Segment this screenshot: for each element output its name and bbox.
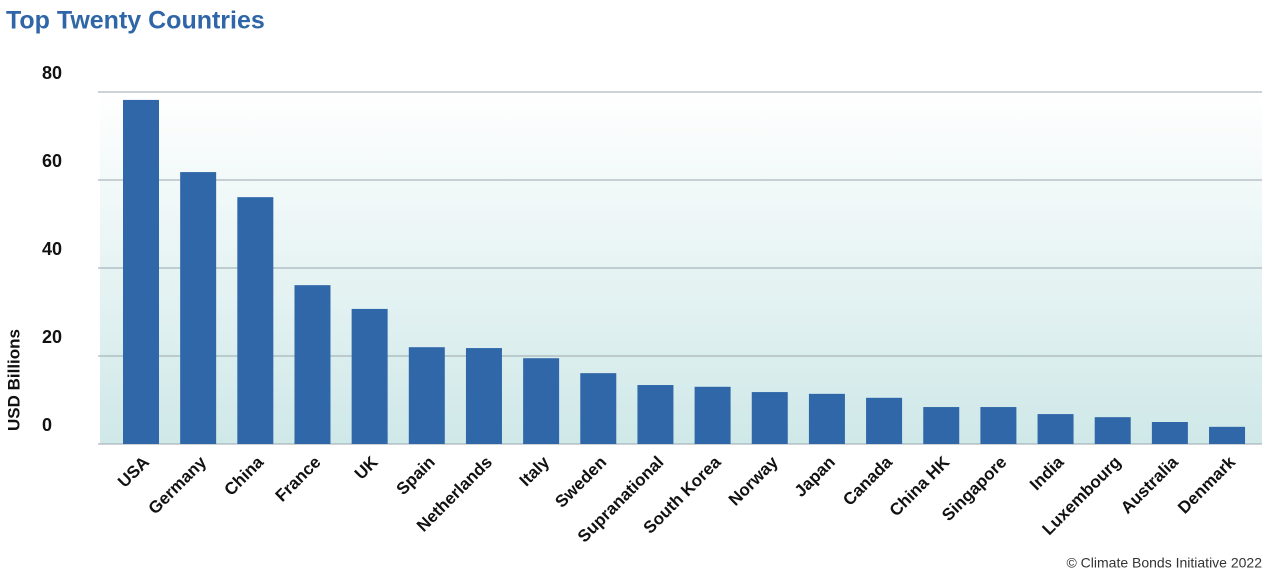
bar <box>1209 426 1246 444</box>
x-tick-label: Denmark <box>1174 452 1239 517</box>
x-tick-label: UK <box>351 452 382 483</box>
x-tick-label: India <box>1026 452 1068 494</box>
y-tick-label: 60 <box>42 151 62 171</box>
x-tick-label: Germany <box>145 452 211 518</box>
x-tick-label: Japan <box>791 453 839 501</box>
x-tick-label: Spain <box>393 453 439 499</box>
source-note: © Climate Bonds Initiative 2022 <box>1066 555 1262 571</box>
x-tick-label: Sweden <box>551 453 610 512</box>
x-tick-label: Italy <box>516 452 554 490</box>
bar <box>465 348 502 444</box>
chart-title: Top Twenty Countries <box>6 7 265 35</box>
bar <box>923 407 960 444</box>
bar <box>694 386 731 444</box>
x-tick-label: Norway <box>725 452 782 509</box>
y-tick-label: 20 <box>42 327 62 347</box>
x-tick-label: Canada <box>839 452 896 509</box>
bar <box>808 393 845 444</box>
bar <box>980 407 1017 444</box>
y-tick-label: 40 <box>42 239 62 259</box>
x-tick-label: China <box>220 452 267 499</box>
y-tick-label: 0 <box>42 415 52 435</box>
bar <box>866 397 903 444</box>
bar <box>180 172 217 444</box>
bar <box>351 308 388 444</box>
bar <box>237 197 274 444</box>
bar <box>637 385 674 444</box>
bar <box>580 373 617 444</box>
x-tick-label: Australia <box>1117 452 1182 517</box>
x-tick-label: France <box>272 453 325 506</box>
bar <box>1151 422 1188 444</box>
y-axis-label: USD Billions <box>4 329 23 431</box>
y-tick-label: 80 <box>42 63 62 83</box>
bar <box>123 99 159 445</box>
bar <box>294 285 331 444</box>
bar <box>523 358 560 444</box>
bar <box>751 392 788 444</box>
bar <box>1037 414 1074 444</box>
bar <box>1094 417 1131 444</box>
bar <box>408 347 445 444</box>
x-tick-label: USA <box>114 453 153 492</box>
